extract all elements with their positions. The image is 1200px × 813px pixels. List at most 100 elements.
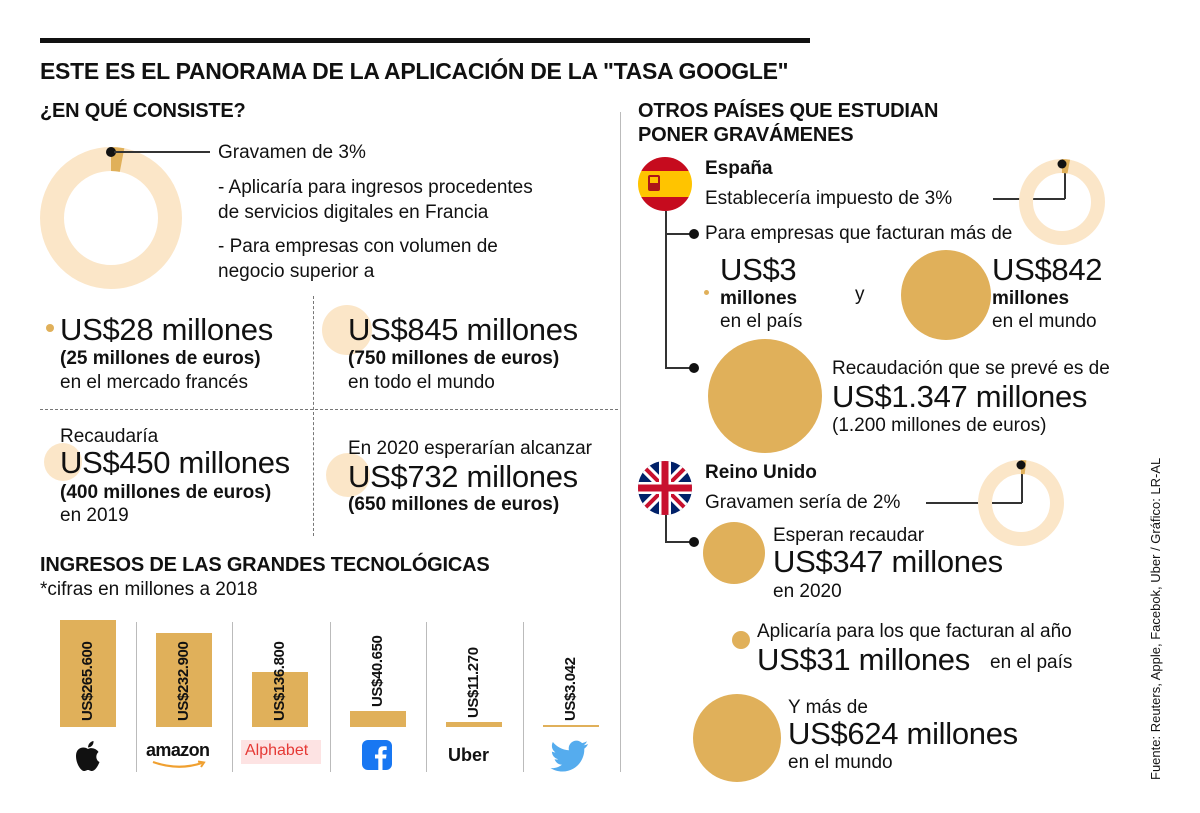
chart-col-divider — [426, 622, 427, 772]
stat2-desc: en todo el mundo — [348, 372, 495, 393]
bar-label-alphabet: US$136.800 — [271, 641, 288, 721]
spain-tax-pointer-v — [1064, 165, 1066, 199]
uk-apply-value: US$31 millones — [757, 642, 970, 677]
spain-tree-h2 — [665, 367, 693, 369]
desc2-line1: - Para empresas con volumen de — [218, 236, 498, 257]
apple-logo-icon — [76, 741, 100, 771]
bar-label-uber: US$11.270 — [465, 647, 482, 718]
uk-more-pre: Y más de — [788, 697, 868, 718]
alphabet-logo-text: Alphabet — [245, 742, 309, 759]
uber-logo: Uber — [448, 745, 490, 765]
chart-title: INGRESOS DE LAS GRANDES TECNOLÓGICAS — [40, 554, 490, 576]
stat4-value: US$732 millones — [348, 459, 578, 494]
bar-facebook — [350, 711, 406, 727]
spain-rec-circle — [708, 339, 822, 453]
spain-flag-icon — [638, 157, 692, 211]
stat4-pre: En 2020 esperarían alcanzar — [348, 438, 592, 459]
uk-more-desc: en el mundo — [788, 752, 893, 773]
bar-alphabet — [252, 672, 308, 727]
uk-tax-pointer-v — [1021, 466, 1023, 503]
uk-donut — [978, 459, 1064, 546]
section-title-countries-2: PONER GRAVÁMENES — [638, 124, 854, 146]
desc1-line2: de servicios digitales en Francia — [218, 202, 489, 223]
spain-rec-value: US$1.347 millones — [832, 379, 1088, 414]
uk-tax-pointer-h — [926, 502, 1022, 504]
uk-expect-desc: en 2020 — [773, 581, 842, 602]
amazon-logo: amazon — [146, 740, 210, 760]
bar-label-facebook: US$40.650 — [369, 635, 386, 707]
spain-world-unit: millones — [992, 288, 1070, 309]
gravamen-label: Gravamen de 3% — [218, 142, 366, 163]
section-title-what: ¿EN QUÉ CONSISTE? — [40, 100, 246, 122]
stat2-value: US$845 millones — [348, 312, 578, 347]
spain-world-desc: en el mundo — [992, 311, 1097, 332]
stat3-value: US$450 millones — [60, 445, 290, 480]
stat3-circle — [44, 443, 82, 481]
uk-name: Reino Unido — [705, 462, 817, 483]
uk-apply-circle — [732, 631, 750, 649]
uk-expect-circle — [703, 522, 765, 584]
bar-uber — [446, 722, 502, 727]
spain-companies: Para empresas que facturan más de — [705, 223, 1013, 244]
stat3-desc: en 2019 — [60, 505, 129, 526]
bar-twitter — [543, 725, 599, 727]
spain-tree-h1 — [665, 233, 693, 235]
uk-apply-pre: Aplicaría para los que facturan al año — [757, 621, 1072, 642]
uk-more-circle — [693, 694, 781, 782]
chart-col-divider — [136, 622, 137, 772]
page-title: ESTE ES EL PANORAMA DE LA APLICACIÓN DE … — [40, 58, 789, 84]
amazon-smile-icon — [152, 760, 206, 768]
title-bar — [40, 38, 810, 43]
spain-tree-dot1 — [689, 229, 699, 239]
bar-amazon — [156, 633, 212, 727]
stat3-pre: Recaudaría — [60, 426, 159, 447]
chart-col-divider — [523, 622, 524, 772]
uk-expect-pre: Esperan recaudar — [773, 525, 925, 546]
chart-col-divider — [330, 622, 331, 772]
uk-expect-value: US$347 millones — [773, 544, 1003, 579]
spain-tree-dot2 — [689, 363, 699, 373]
bar-label-twitter: US$3.042 — [562, 657, 579, 721]
spain-world-value: US$842 — [992, 252, 1103, 287]
stat2-circle — [322, 305, 372, 355]
chart-subtitle: *cifras en millones a 2018 — [40, 579, 258, 600]
chart-col-divider — [232, 622, 233, 772]
stat1-euros: (25 millones de euros) — [60, 348, 261, 369]
spain-local-circle — [704, 290, 709, 295]
uk-apply-desc: en el país — [990, 652, 1073, 673]
spain-local-value: US$3 — [720, 252, 797, 287]
uk-tree-h — [665, 541, 693, 543]
spain-world-circle — [901, 250, 991, 340]
stat1-value: US$28 millones — [60, 312, 273, 347]
spain-and: y — [855, 284, 865, 305]
uk-more-value: US$624 millones — [788, 716, 1018, 751]
spain-local-unit: millones — [720, 288, 798, 309]
spain-tree-v — [665, 211, 667, 368]
gravamen-pointer — [114, 151, 210, 153]
stat2-euros: (750 millones de euros) — [348, 348, 560, 369]
section-title-countries-1: OTROS PAÍSES QUE ESTUDIAN — [638, 100, 939, 122]
uk-tree-v — [665, 515, 667, 542]
facebook-logo-icon — [362, 740, 392, 770]
source-credit: Fuente: Reuters, Apple, Facebok, Uber / … — [1148, 457, 1163, 780]
spain-tax: Establecería impuesto de 3% — [705, 188, 953, 209]
stat1-circle — [46, 324, 54, 332]
twitter-logo-icon — [550, 740, 588, 772]
bar-apple — [60, 620, 116, 727]
desc1-line1: - Aplicaría para ingresos procedentes — [218, 177, 533, 198]
uk-flag-icon — [638, 461, 692, 515]
column-divider — [620, 112, 621, 772]
stat4-euros: (650 millones de euros) — [348, 494, 560, 515]
alphabet-logo — [241, 740, 321, 764]
stat4-circle — [326, 453, 370, 497]
stat3-euros: (400 millones de euros) — [60, 482, 272, 503]
spain-donut — [1019, 159, 1105, 245]
grid-horizontal-divider — [40, 409, 618, 410]
bar-label-apple: US$265.600 — [79, 641, 96, 721]
bar-label-amazon: US$232.900 — [175, 641, 192, 721]
desc2-line2: negocio superior a — [218, 261, 375, 282]
spain-rec-pre: Recaudación que se prevé es de — [832, 358, 1110, 379]
stat1-desc: en el mercado francés — [60, 372, 248, 393]
spain-name: España — [705, 158, 773, 179]
spain-local-desc: en el país — [720, 311, 803, 332]
